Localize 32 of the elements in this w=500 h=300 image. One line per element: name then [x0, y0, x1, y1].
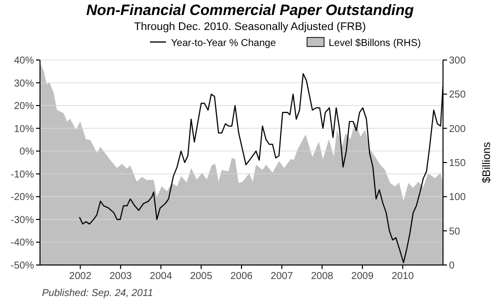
- chart-subtitle: Through Dec. 2010. Seasonally Adjusted (FRB): [134, 21, 366, 33]
- y-tick-label: -50%: [10, 260, 34, 272]
- x-tick-label: 2010: [392, 271, 414, 282]
- y2-tick-label: 250: [449, 90, 466, 101]
- y-tick-label: 0%: [20, 146, 34, 158]
- y-tick-label: 10%: [14, 124, 34, 135]
- chart-title: Non-Financial Commercial Paper Outstanding: [86, 2, 414, 19]
- text: Published: Sep. 24, 2011: [42, 288, 154, 299]
- y-tick-label: 30%: [14, 78, 34, 90]
- y2-tick-label: 300: [449, 56, 466, 66]
- y-tick-label: -40%: [10, 238, 34, 249]
- x-tick-label: 2007: [270, 271, 294, 282]
- x-tick-label: 2006: [230, 271, 254, 282]
- y-tick-label: -30%: [10, 214, 34, 226]
- legend-label: Level $Billons (RHS): [328, 38, 421, 49]
- y-tick-label: -20%: [10, 192, 34, 204]
- y-tick-label: -10%: [10, 169, 34, 180]
- x-tick-label: 2003: [109, 271, 132, 282]
- y2-tick-label: 200: [449, 124, 466, 135]
- x-tick-label: 2008: [310, 271, 334, 282]
- y-tick-label: 20%: [14, 101, 34, 112]
- y2-tick-label: 50: [449, 226, 461, 238]
- legend-label: Year-to-Year % Change: [171, 38, 276, 49]
- x-tick-label: 2005: [190, 271, 213, 282]
- y2-tick-label: 150: [449, 158, 466, 169]
- x-tick-label: 2004: [150, 271, 172, 282]
- x-tick-label: 2002: [69, 271, 92, 282]
- y2-axis-title: $Billions: [481, 142, 493, 183]
- y2-tick-label: 0: [449, 260, 455, 272]
- x-tick-label: 2009: [351, 271, 374, 282]
- y-tick-label: 40%: [14, 56, 34, 66]
- y2-tick-label: 100: [449, 192, 466, 204]
